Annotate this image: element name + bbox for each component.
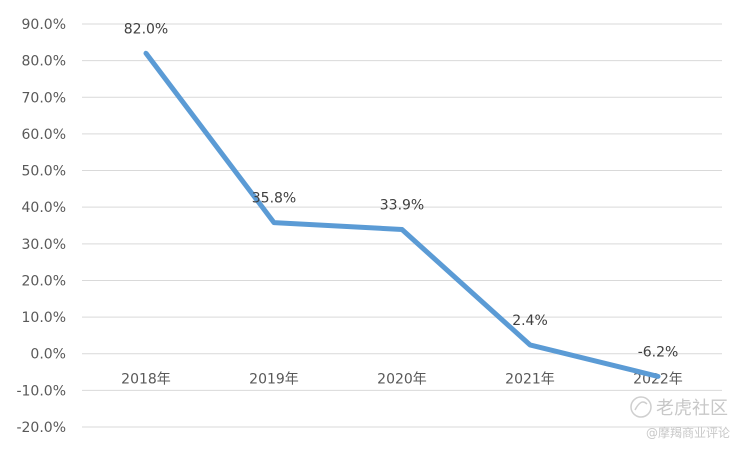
y-tick-label: 20.0%	[22, 273, 66, 289]
series-line	[143, 50, 661, 379]
watermark-brand: 老虎社区	[656, 398, 728, 419]
y-tick-label: 70.0%	[22, 90, 66, 106]
data-label: 35.8%	[252, 191, 296, 207]
gridlines	[82, 23, 722, 428]
x-axis-tick-labels: 2018年 2019年 2020年 2021年 2022年	[121, 372, 683, 388]
watermark-handle: @摩羯商业评论	[646, 425, 730, 440]
y-tick-label: 90.0%	[22, 17, 66, 33]
y-tick-label: 60.0%	[22, 127, 66, 143]
x-tick-label: 2020年	[377, 372, 427, 388]
y-tick-label: 50.0%	[22, 164, 66, 180]
tiger-logo-icon	[630, 396, 652, 418]
x-tick-label: 2018年	[121, 372, 171, 388]
y-axis-tick-labels: 90.0% 80.0% 70.0% 60.0% 50.0% 40.0% 30.0% 20.0%…	[16, 17, 66, 436]
y-tick-label: -20.0%	[16, 420, 66, 436]
y-tick-label: -10.0%	[16, 383, 66, 399]
x-tick-label: 2019年	[249, 372, 299, 388]
y-tick-label: 30.0%	[22, 237, 66, 253]
watermark: 老虎社区 @摩羯商业评论	[630, 396, 730, 440]
y-tick-label: 10.0%	[22, 310, 66, 326]
x-tick-label: 2021年	[505, 372, 555, 388]
y-tick-label: 40.0%	[22, 200, 66, 216]
data-labels: 82.0% 35.8% 33.9% 2.4% -6.2%	[124, 21, 679, 360]
data-label: 82.0%	[124, 21, 168, 37]
data-label: -6.2%	[638, 344, 679, 360]
y-tick-label: 0.0%	[30, 347, 66, 363]
data-label: 33.9%	[380, 198, 424, 214]
y-tick-label: 80.0%	[22, 54, 66, 70]
data-label: 2.4%	[512, 313, 548, 329]
